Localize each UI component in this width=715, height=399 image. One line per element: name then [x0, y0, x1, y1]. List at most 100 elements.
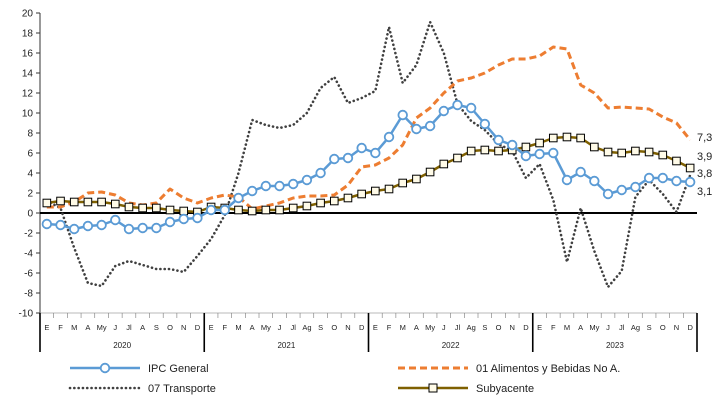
data-point — [548, 147, 559, 159]
legend-item: IPC General — [70, 362, 209, 375]
data-point — [494, 146, 503, 156]
x-month-label: J — [606, 323, 610, 332]
data-point — [480, 145, 490, 155]
end-labels: 7,3 3,9 3,8 3,1 — [697, 132, 712, 198]
x-month-label: E — [537, 323, 542, 332]
y-tick-label: 10 — [22, 109, 34, 120]
data-point — [55, 219, 66, 231]
data-point — [356, 142, 367, 154]
data-point — [671, 175, 682, 187]
data-point — [561, 174, 573, 186]
data-point — [42, 198, 52, 208]
x-month-label: D — [523, 323, 529, 332]
x-month-label: S — [482, 323, 487, 332]
y-tick-label: -10 — [19, 309, 34, 320]
data-point — [493, 134, 504, 146]
y-tick-label: 12 — [22, 89, 34, 100]
data-point — [643, 172, 655, 184]
data-point — [398, 178, 408, 188]
data-point — [246, 185, 258, 197]
data-point — [657, 172, 668, 184]
data-point — [234, 205, 243, 215]
data-point — [137, 222, 148, 234]
data-point — [97, 197, 106, 207]
x-month-label: A — [414, 323, 419, 332]
y-tick-label: 4 — [27, 169, 33, 180]
data-point — [684, 176, 696, 188]
end-value-label: 3,8 — [697, 168, 712, 180]
y-tick-label: -4 — [24, 249, 33, 260]
data-point — [644, 147, 654, 157]
x-month-label: S — [154, 323, 159, 332]
y-tick-label: 14 — [22, 69, 34, 80]
data-point — [342, 152, 354, 164]
x-month-label: M — [564, 323, 570, 332]
legend-label: Subyacente — [476, 383, 534, 395]
data-point — [83, 197, 93, 207]
data-point — [165, 205, 175, 215]
data-point — [178, 213, 189, 225]
series-1 — [46, 45, 692, 211]
legend-label: 07 Transporte — [148, 383, 216, 395]
data-point — [357, 189, 366, 199]
data-point — [329, 196, 339, 206]
series-layer — [41, 20, 696, 289]
data-point — [521, 142, 531, 152]
data-point — [274, 180, 285, 192]
data-point — [479, 118, 491, 130]
y-tick-label: 6 — [27, 149, 33, 160]
data-point — [247, 206, 257, 216]
end-value-label: 3,1 — [697, 186, 712, 198]
data-point — [192, 212, 203, 224]
data-point — [602, 188, 614, 200]
x-month-label: E — [373, 323, 378, 332]
data-point — [110, 199, 120, 209]
x-month-label: E — [44, 323, 49, 332]
x-month-label: Ag — [631, 323, 640, 332]
data-point — [438, 105, 449, 117]
x-month-label: Jl — [126, 323, 132, 332]
y-tick-label: 16 — [22, 49, 34, 60]
series-3 — [42, 132, 695, 217]
x-month-label: M — [235, 323, 241, 332]
data-point — [425, 167, 435, 177]
y-axis: -10 -8 -6 -4 -2 0 2 4 6 8 10 12 14 16 18 20 — [19, 9, 41, 320]
data-point — [589, 175, 600, 187]
data-point — [233, 192, 244, 204]
data-point — [452, 99, 463, 111]
legend-label: 01 Alimentos y Bebidas No A. — [476, 363, 620, 375]
data-point — [383, 131, 395, 143]
data-point — [260, 180, 272, 192]
data-point — [82, 220, 94, 232]
data-point — [302, 201, 312, 211]
data-point — [219, 204, 230, 216]
x-month-label: A — [250, 323, 255, 332]
data-point — [315, 167, 326, 179]
data-point — [453, 153, 462, 163]
x-month-label: J — [113, 323, 117, 332]
data-point — [343, 193, 353, 203]
x-month-label: My — [97, 323, 107, 332]
data-point — [124, 202, 134, 212]
y-tick-label: 20 — [22, 9, 34, 20]
series-0 — [41, 99, 696, 235]
y-tick-label: -6 — [24, 269, 33, 280]
data-point — [329, 153, 340, 165]
x-month-label: M — [400, 323, 406, 332]
data-point — [507, 139, 518, 151]
y-tick-label: -8 — [24, 289, 33, 300]
y-tick-label: 2 — [27, 189, 33, 200]
data-point — [288, 203, 298, 213]
data-point — [672, 156, 681, 166]
data-point — [411, 123, 422, 135]
x-month-label: D — [195, 323, 201, 332]
data-point — [616, 184, 627, 196]
data-point — [520, 150, 532, 162]
data-point — [205, 204, 217, 216]
data-point — [685, 163, 695, 173]
y-tick-label: 8 — [27, 129, 33, 140]
data-point — [371, 186, 380, 196]
data-point — [548, 133, 558, 143]
x-year-label: 2022 — [442, 341, 460, 350]
data-point — [631, 146, 640, 156]
